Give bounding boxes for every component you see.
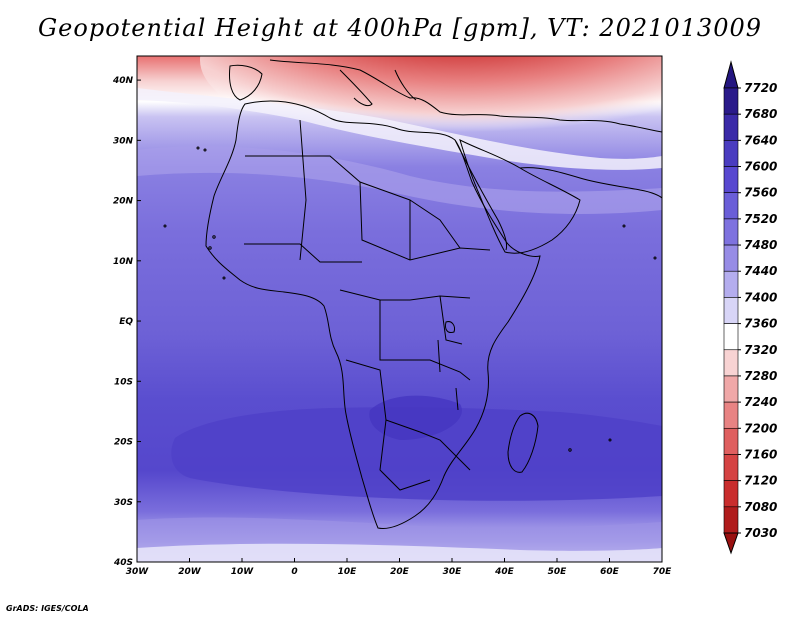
lon-tick-label: 50E: [548, 567, 568, 577]
colorbar-label: 7400: [744, 290, 777, 304]
colorbar-label: 7160: [744, 447, 777, 461]
colorbar-label: 7560: [744, 186, 777, 200]
colorbar-swatch: [723, 87, 739, 115]
colorbar-label: 7320: [744, 343, 777, 357]
colorbar-label: 7080: [744, 500, 777, 514]
colorbar-swatch: [723, 480, 739, 508]
map-title: Geopotential Height at 400hPa [gpm], VT:…: [38, 14, 762, 42]
lat-tick-label: 10N: [113, 257, 134, 267]
colorbar-label: 7120: [744, 474, 777, 488]
colorbar-label: 7360: [744, 317, 777, 331]
lon-tick-label: 30W: [126, 567, 150, 577]
coastlines: [163, 59, 662, 529]
colorbar-swatch: [723, 113, 739, 141]
colorbar-swatch: [723, 192, 739, 220]
colorbar-swatch: [723, 427, 739, 455]
lat-tick-label: 30S: [114, 498, 133, 508]
colorbar-swatch: [723, 270, 739, 298]
colorbar-swatch: [723, 349, 739, 377]
lat-tick-label: EQ: [119, 317, 133, 327]
lon-tick-label: 0: [291, 567, 297, 577]
lat-tick-label: 40S: [113, 558, 133, 568]
lon-tick-label: 10W: [231, 567, 255, 577]
colorbar-label: 7600: [744, 160, 777, 174]
colorbar-label: 7720: [744, 81, 777, 95]
colorbar-label: 7680: [744, 107, 777, 121]
lat-tick-label: 30N: [113, 136, 134, 146]
colorbar-swatch: [723, 244, 739, 272]
lon-tick-label: 20W: [178, 567, 202, 577]
colorbar-swatch: [723, 166, 739, 194]
colorbar-swatch: [723, 140, 739, 167]
colorbar-under-triangle: [723, 532, 739, 555]
colorbar-over-triangle: [723, 60, 739, 89]
map-panel: [137, 56, 662, 562]
colorbar-label: 7520: [744, 212, 777, 226]
lat-tick-label: 40N: [112, 76, 134, 86]
colorbar-label: 7030: [744, 526, 777, 540]
lon-tick-label: 60E: [600, 567, 620, 577]
credit-text: GrADS: IGES/COLA: [6, 604, 89, 613]
colorbar-label: 7480: [744, 238, 777, 252]
longitude-axis: 30W 20W 10W 0 10E 20E 30E 40E 50E 60E 70E: [126, 558, 672, 577]
lon-tick-label: 10E: [338, 567, 358, 577]
colorbar-swatch: [723, 218, 739, 246]
lat-tick-label: 10S: [114, 377, 133, 387]
colorbar: 7720 7680 7640 7600 7560 7520 7480 7440 7400 7360…: [723, 60, 777, 555]
lon-tick-label: 70E: [653, 567, 673, 577]
colorbar-swatch: [723, 454, 739, 481]
colorbar-swatch: [723, 375, 739, 403]
lat-tick-label: 20S: [114, 438, 133, 448]
colorbar-swatch: [723, 506, 739, 534]
lon-tick-label: 20E: [390, 567, 410, 577]
colorbar-swatch: [723, 297, 739, 324]
colorbar-label: 7440: [744, 264, 777, 278]
lon-tick-label: 30E: [443, 567, 463, 577]
colorbar-swatch: [723, 401, 739, 429]
colorbar-label: 7200: [744, 421, 777, 435]
lat-tick-label: 20N: [113, 197, 134, 207]
latitude-axis: 40N 30N 20N 10N EQ 10S 20S 30S 40S: [112, 76, 141, 568]
lon-tick-label: 40E: [494, 567, 515, 577]
colorbar-label: 7240: [744, 395, 777, 409]
colorbar-label: 7640: [744, 133, 777, 147]
colorbar-label: 7280: [744, 369, 777, 383]
colorbar-swatch: [723, 323, 739, 351]
